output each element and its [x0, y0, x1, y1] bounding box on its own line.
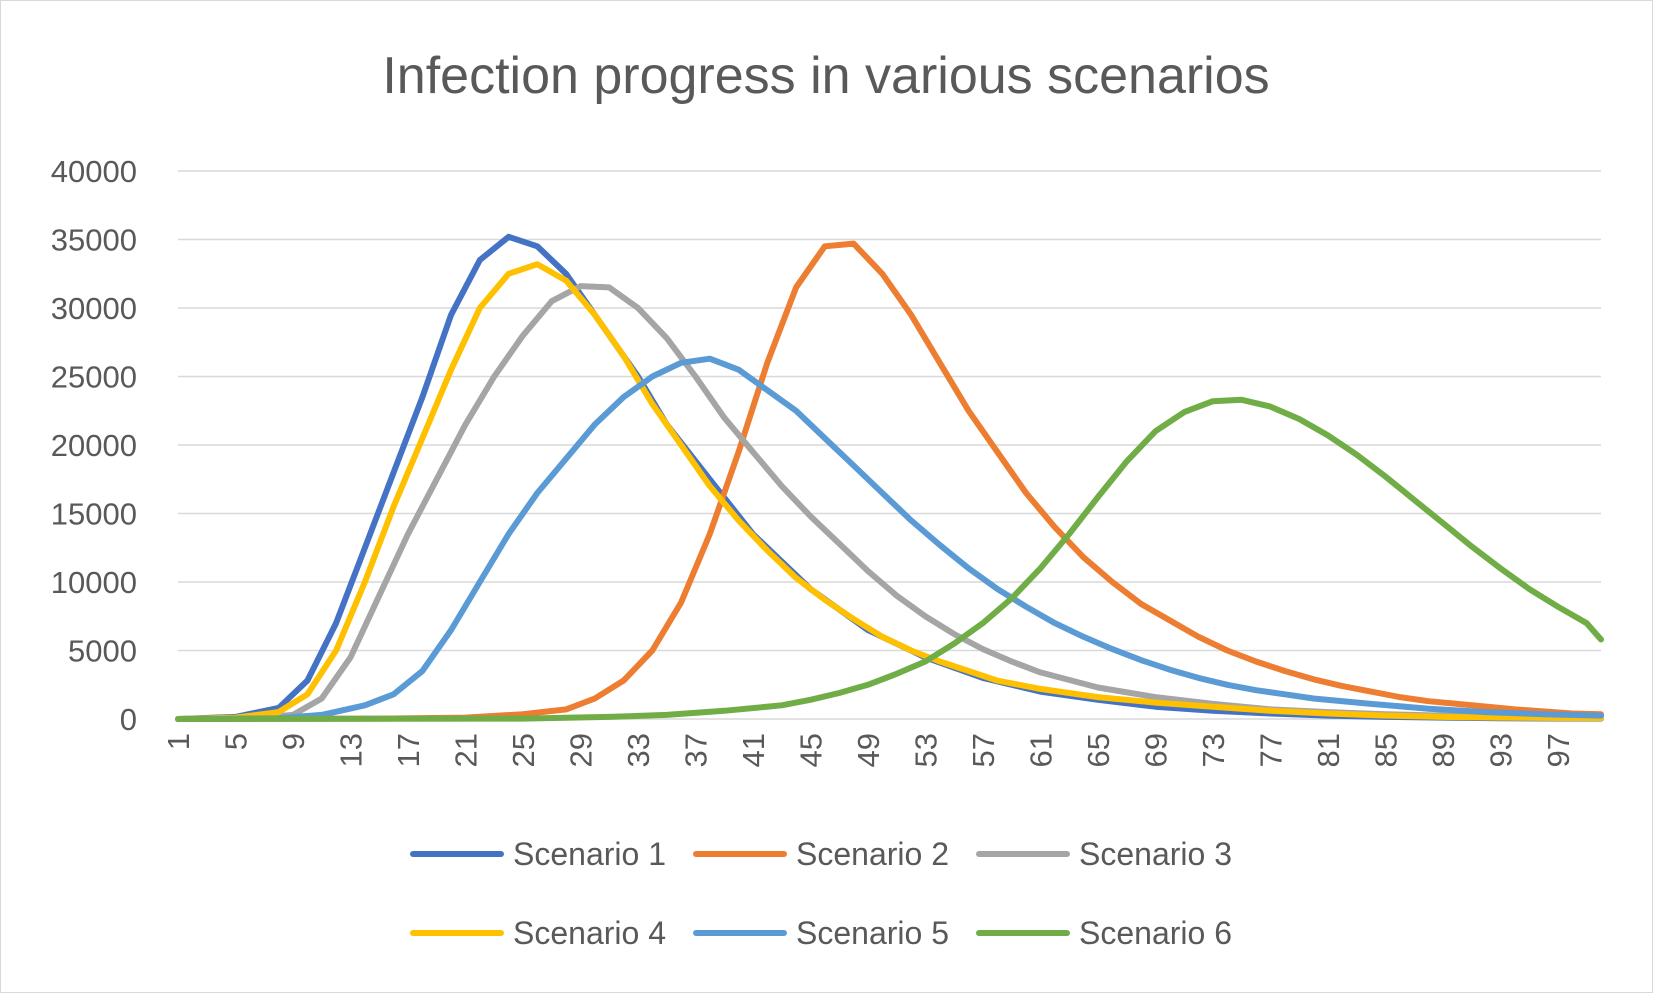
- y-tick-label: 10000: [51, 565, 137, 600]
- x-tick-label: 85: [1368, 733, 1403, 767]
- y-tick-label: 5000: [68, 634, 137, 669]
- x-tick-label: 41: [736, 733, 771, 767]
- x-tick-label: 65: [1081, 733, 1116, 767]
- x-tick-label: 57: [966, 733, 1001, 767]
- x-tick-label: 13: [333, 733, 368, 767]
- x-tick-label: 29: [563, 733, 598, 767]
- x-tick-label: 33: [621, 733, 656, 767]
- y-tick-label: 25000: [51, 360, 137, 395]
- x-tick-label: 77: [1253, 733, 1288, 767]
- legend-item: Scenario 5: [693, 915, 949, 951]
- x-tick-label: 93: [1483, 733, 1518, 767]
- x-tick-label: 1: [161, 733, 196, 750]
- legend-label: Scenario 1: [513, 836, 666, 872]
- legend-item: Scenario 4: [410, 915, 666, 951]
- x-tick-label: 21: [448, 733, 483, 767]
- x-tick-label: 45: [793, 733, 828, 767]
- legend-label: Scenario 3: [1079, 836, 1232, 872]
- series-line-6: [175, 396, 1604, 722]
- y-tick-label: 15000: [51, 497, 137, 532]
- x-tick-label: 17: [391, 733, 426, 767]
- x-tick-label: 9: [276, 733, 311, 750]
- y-tick-label: 0: [120, 702, 137, 737]
- legend-label: Scenario 6: [1079, 915, 1232, 951]
- series-line-5: [175, 355, 1604, 722]
- x-tick-label: 61: [1023, 733, 1058, 767]
- series-line-4: [175, 261, 1604, 722]
- y-axis-tick-labels: 0 5000 10000 15000 20000 25000 30000 35000 40000: [51, 154, 137, 737]
- y-tick-label: 35000: [51, 223, 137, 258]
- legend-item: Scenario 1: [410, 836, 666, 872]
- legend-label: Scenario 4: [513, 915, 666, 951]
- y-tick-label: 40000: [51, 154, 137, 189]
- x-tick-label: 69: [1138, 733, 1173, 767]
- x-tick-label: 53: [908, 733, 943, 767]
- x-tick-label: 97: [1541, 733, 1576, 767]
- legend-label: Scenario 2: [796, 836, 949, 872]
- y-tick-label: 20000: [51, 428, 137, 463]
- x-tick-label: 37: [678, 733, 713, 767]
- x-tick-label: 49: [851, 733, 886, 767]
- x-tick-label: 25: [506, 733, 541, 767]
- legend-item: Scenario 2: [693, 836, 949, 872]
- gridlines: [178, 170, 1601, 652]
- x-axis-tick-labels: 1 5 9 13 17 21 25 29 33 37 41 45 49 53 57 61 65 69 73 77 81 8…: [161, 733, 1576, 767]
- legend-item: Scenario 3: [976, 836, 1232, 872]
- x-tick-label: 73: [1196, 733, 1231, 767]
- chart-title: Infection progress in various scenarios: [382, 47, 1269, 105]
- x-tick-label: 81: [1311, 733, 1346, 767]
- x-tick-label: 5: [218, 733, 253, 750]
- series-line-2: [175, 240, 1604, 722]
- x-tick-label: 89: [1426, 733, 1461, 767]
- series-lines: [175, 233, 1604, 722]
- legend: Scenario 1 Scenario 2 Scenario 3 Scenario 4…: [410, 836, 1232, 951]
- legend-label: Scenario 5: [796, 915, 949, 951]
- y-tick-label: 30000: [51, 291, 137, 326]
- legend-item: Scenario 6: [976, 915, 1232, 951]
